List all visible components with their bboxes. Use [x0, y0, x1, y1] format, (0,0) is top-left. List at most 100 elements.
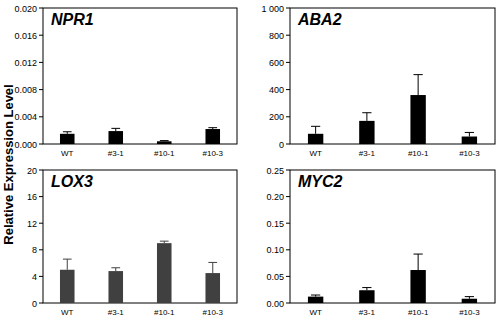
bar: [462, 137, 477, 144]
x-tick-label: #3-1: [108, 149, 125, 158]
panel: 02004006008001 000WT#3-1#10-1#10-3ABA2: [261, 4, 495, 159]
error-bar: [63, 132, 72, 134]
y-tick-label: 0: [32, 299, 37, 309]
bar: [308, 297, 323, 303]
y-tick-label: 8: [32, 245, 37, 255]
bar: [410, 270, 425, 303]
bar: [462, 299, 477, 303]
y-tick: [286, 35, 290, 36]
error-bar: [311, 295, 320, 297]
panel-title: MYC2: [298, 173, 343, 190]
y-tick: [286, 8, 290, 9]
bar: [410, 95, 425, 144]
error-bar: [465, 297, 474, 299]
y-tick: [39, 170, 43, 171]
y-tick-label: 0.10: [266, 245, 284, 255]
x-tick-label: #3-1: [359, 308, 376, 317]
bars: [60, 128, 220, 144]
y-tick-label: 0.00: [266, 299, 284, 309]
y-tick-label: 0: [279, 140, 284, 150]
bar: [205, 273, 220, 303]
error-bar: [311, 126, 320, 133]
x-tick-label: WT: [61, 308, 74, 317]
bars: [308, 254, 477, 303]
y-tick: [39, 62, 43, 63]
panel: 0 4 8 12 16 20 WT #3-1 #10-1 #10-3 LOX3: [27, 166, 237, 318]
plot-frame: [290, 8, 495, 144]
y-tick-label: 800: [269, 31, 284, 41]
panel: 0.000.050.100.150.200.25WT#3-1#10-1#10-3…: [266, 166, 495, 318]
x-tick-label: #10-1: [408, 149, 429, 158]
y-tick: [286, 89, 290, 90]
y-tick: [286, 170, 290, 171]
x-tick-label: #3-1: [359, 149, 376, 158]
y-tick: [39, 303, 43, 304]
y-tick: [286, 303, 290, 304]
y-tick: [39, 8, 43, 9]
y-tick-label: 0.20: [266, 192, 284, 202]
y-tick: [39, 249, 43, 250]
y-tick-label: 0.05: [266, 272, 284, 282]
y-tick-label: 0.000: [14, 140, 37, 150]
y-tick: [39, 223, 43, 224]
y-tick: [286, 116, 290, 117]
x-tick-label: #10-1: [154, 149, 175, 158]
y-tick-label: 20: [27, 166, 37, 176]
error-bar: [111, 128, 120, 131]
error-bar: [160, 241, 169, 243]
y-tick: [39, 35, 43, 36]
y-tick: [39, 144, 43, 145]
panel-title: LOX3: [51, 173, 93, 190]
x-tick-label: #10-3: [459, 149, 480, 158]
figure: Relative Expression Level0.000 0.00 4 0.008…: [0, 0, 503, 329]
y-tick-label: 0.012: [14, 58, 37, 68]
x-tick-label: #10-3: [203, 308, 224, 317]
error-bar: [362, 288, 371, 291]
y-tick-label: 12: [27, 219, 37, 229]
panel-title: ABA2: [297, 11, 342, 28]
bar: [359, 121, 374, 144]
y-tick-label: 0.15: [266, 219, 284, 229]
error-bar: [208, 128, 217, 129]
error-bar: [208, 262, 217, 273]
y-tick: [286, 144, 290, 145]
bar: [108, 131, 123, 144]
x-tick-label: #10-1: [154, 308, 175, 317]
bars: [60, 241, 220, 303]
plot-frame: [43, 8, 237, 144]
y-tick: [39, 116, 43, 117]
bars: [308, 75, 477, 144]
y-tick-label: 0.020: [14, 4, 37, 14]
bar: [157, 141, 172, 144]
y-tick-label: 0.25: [266, 166, 284, 176]
y-tick: [286, 249, 290, 250]
bar: [205, 129, 220, 144]
bar: [60, 270, 75, 303]
y-tick-label: 4: [32, 272, 37, 282]
bar: [157, 243, 172, 303]
x-tick-label: #3-1: [108, 308, 125, 317]
bar: [60, 134, 75, 144]
error-bar: [414, 254, 423, 270]
plot-frame: [290, 170, 495, 303]
y-tick-label: 1 000: [261, 4, 284, 14]
y-tick: [39, 89, 43, 90]
y-tick-label: 0.008: [14, 85, 37, 95]
y-tick: [286, 196, 290, 197]
panel: 0.0000.0040.0080.0120.0160.020WT#3-1#10-…: [14, 4, 237, 159]
y-tick: [286, 223, 290, 224]
bar: [108, 271, 123, 303]
y-tick: [39, 276, 43, 277]
y-tick-label: 0.016: [14, 31, 37, 41]
y-tick-label: 16: [27, 192, 37, 202]
y-tick-label: 600: [269, 58, 284, 68]
error-bar: [63, 259, 72, 270]
x-tick-label: #10-3: [459, 308, 480, 317]
x-tick-label: WT: [309, 308, 322, 317]
y-tick: [286, 276, 290, 277]
y-tick-label: 400: [269, 85, 284, 95]
error-bar: [414, 75, 423, 95]
y-axis-label: Relative Expression Level: [1, 84, 16, 244]
y-tick: [39, 196, 43, 197]
x-tick-label: #10-3: [203, 149, 224, 158]
